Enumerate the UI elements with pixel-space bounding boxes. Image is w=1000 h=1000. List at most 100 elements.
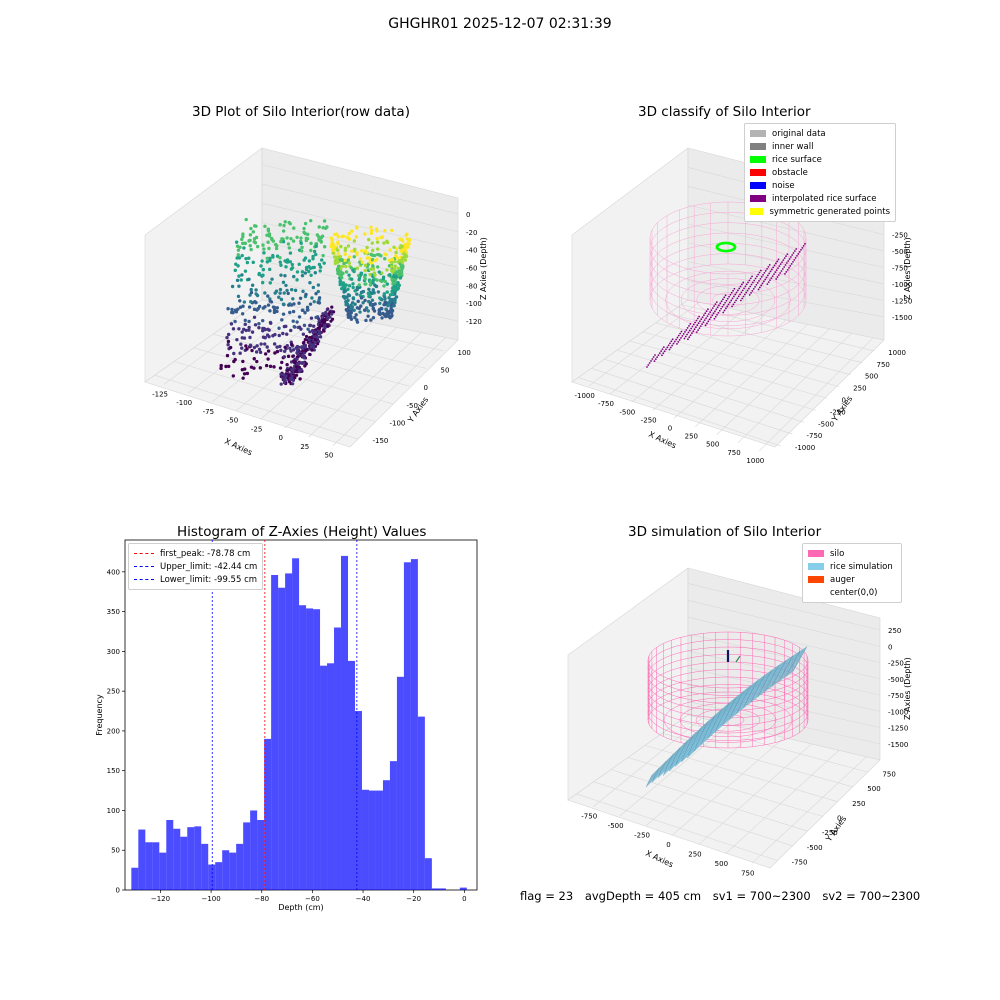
interpolated-point (726, 305, 729, 308)
data-point (341, 284, 345, 288)
p3-ylabel: Frequency (95, 694, 104, 736)
data-point (378, 296, 382, 300)
data-point (313, 334, 317, 339)
interpolated-point (745, 291, 748, 294)
data-point (303, 337, 307, 342)
y-tick-label: 200 (107, 727, 120, 735)
data-point (317, 238, 321, 242)
data-point (242, 300, 247, 304)
grid-line (751, 756, 867, 864)
legend-item: center(0,0) (808, 586, 896, 599)
data-point (289, 349, 293, 353)
grid-line (154, 374, 359, 440)
interpolated-point (703, 319, 706, 322)
panel4-legend: silo rice simulation auger center(0,0) (802, 543, 902, 603)
data-point (339, 276, 344, 280)
interpolated-point (765, 276, 768, 279)
interpolated-point (743, 287, 745, 290)
data-point (285, 344, 289, 348)
data-point (357, 283, 361, 287)
data-point (305, 236, 310, 241)
data-point (330, 305, 334, 309)
y-tick-label: -250 (830, 408, 846, 416)
interpolated-point (698, 327, 701, 330)
interpolated-point (750, 283, 753, 286)
data-point (281, 331, 285, 336)
data-point (358, 260, 362, 264)
histogram-bar (396, 676, 404, 890)
y-tick-label: -750 (807, 432, 823, 440)
data-point (286, 368, 290, 372)
histogram-bar (320, 665, 328, 890)
y-tick-label: 0 (424, 384, 428, 392)
data-point (314, 244, 318, 248)
data-point (266, 240, 270, 244)
histogram-bar (166, 820, 174, 890)
interpolated-point (677, 341, 680, 343)
data-point (307, 269, 311, 274)
data-point (302, 323, 307, 328)
interpolated-point (777, 258, 780, 261)
legend-item: rice simulation (808, 560, 896, 573)
data-point (399, 272, 404, 277)
histogram-bar (306, 608, 314, 890)
data-point (336, 248, 340, 252)
data-point (376, 252, 380, 257)
data-point (385, 290, 389, 294)
data-point (399, 269, 403, 274)
interpolated-point (705, 317, 707, 320)
data-point (289, 267, 294, 271)
interpolated-point (699, 320, 701, 323)
histogram-bar (417, 716, 425, 890)
histogram-bar (285, 573, 293, 890)
data-point (343, 246, 348, 250)
interpolated-point (733, 301, 736, 304)
legend-swatch (750, 143, 766, 150)
interpolated-point (785, 270, 788, 273)
data-point (368, 267, 373, 272)
data-point (242, 372, 247, 376)
data-point (339, 244, 343, 249)
data-point (275, 345, 279, 349)
interpolated-point (767, 265, 770, 268)
data-point (318, 265, 323, 269)
data-point (255, 308, 259, 312)
interpolated-point (755, 283, 758, 286)
data-point (285, 236, 289, 240)
interpolated-point (764, 269, 767, 272)
data-point (265, 345, 269, 349)
interpolated-point (695, 326, 697, 329)
y-tick-label: 50 (111, 847, 120, 855)
interpolated-point (801, 246, 804, 249)
interpolated-point (710, 309, 713, 312)
interpolated-point (741, 289, 744, 292)
data-point (388, 248, 392, 252)
data-point (385, 311, 389, 315)
data-point (400, 239, 405, 243)
data-point (226, 306, 230, 311)
grid-line (261, 260, 459, 304)
data-point (376, 290, 381, 294)
data-point (281, 229, 286, 233)
data-point (288, 251, 293, 255)
data-point (241, 304, 245, 308)
interpolated-point (732, 303, 735, 306)
data-point (359, 304, 363, 308)
center-marker (735, 655, 741, 663)
data-point (265, 260, 270, 264)
legend-item: original data (750, 127, 890, 140)
interpolated-point (770, 277, 773, 280)
interpolated-point (709, 311, 711, 314)
interpolated-point (700, 318, 703, 321)
data-point (308, 352, 312, 357)
data-point (279, 273, 283, 277)
interpolated-point (716, 306, 719, 309)
interpolated-point (711, 314, 714, 317)
interpolated-point (715, 308, 718, 311)
data-point (344, 270, 349, 274)
interpolated-point (729, 293, 732, 296)
interpolated-point (751, 275, 753, 278)
z-tick-label: 0 (466, 211, 470, 219)
x-tick-label: -75 (203, 408, 214, 416)
interpolated-point (730, 291, 733, 294)
